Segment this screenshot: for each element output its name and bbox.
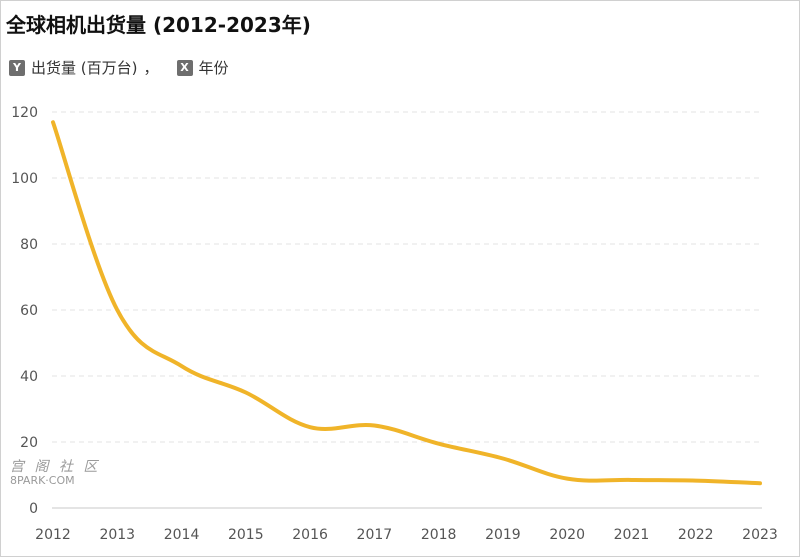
watermark: 宫 阁 社 区 8PARK·COM — [10, 460, 100, 488]
y-axis-legend-label: 出货量 (百万台) — [31, 59, 138, 77]
x-axis-legend-label: 年份 — [198, 59, 229, 77]
legend-separator: ， — [143, 59, 159, 77]
x-tick-label: 2014 — [164, 527, 200, 543]
x-tick-label: 2016 — [292, 527, 328, 543]
x-tick-label: 2013 — [99, 527, 135, 543]
x-tick-label: 2012 — [35, 527, 71, 543]
y-tick-label: 0 — [29, 501, 38, 517]
watermark-cn: 宫 阁 社 区 — [10, 459, 101, 475]
x-axis-badge: X — [176, 59, 193, 76]
x-tick-label: 2020 — [549, 527, 585, 543]
x-tick-label: 2022 — [678, 527, 714, 543]
y-tick-label: 80 — [20, 237, 38, 253]
series-line — [51, 120, 762, 486]
watermark-en: 8PARK·COM — [10, 474, 75, 487]
y-tick-label: 40 — [20, 369, 38, 385]
y-tick-label: 60 — [20, 303, 38, 319]
y-axis-badge: Y — [9, 59, 25, 76]
y-tick-label: 120 — [11, 105, 38, 121]
chart-title: 全球相机出货量 (2012-2023年) — [6, 13, 311, 37]
x-tick-label: 2015 — [228, 527, 264, 543]
x-tick-label: 2018 — [421, 527, 457, 543]
x-tick-label: 2017 — [357, 527, 393, 543]
legend: Y 出货量 (百万台) ， X 年份 — [9, 57, 229, 78]
x-tick-label: 2021 — [614, 527, 650, 543]
x-tick-label: 2023 — [742, 527, 778, 543]
y-tick-label: 20 — [20, 435, 38, 451]
y-tick-label: 100 — [11, 171, 38, 187]
x-tick-label: 2019 — [485, 527, 521, 543]
